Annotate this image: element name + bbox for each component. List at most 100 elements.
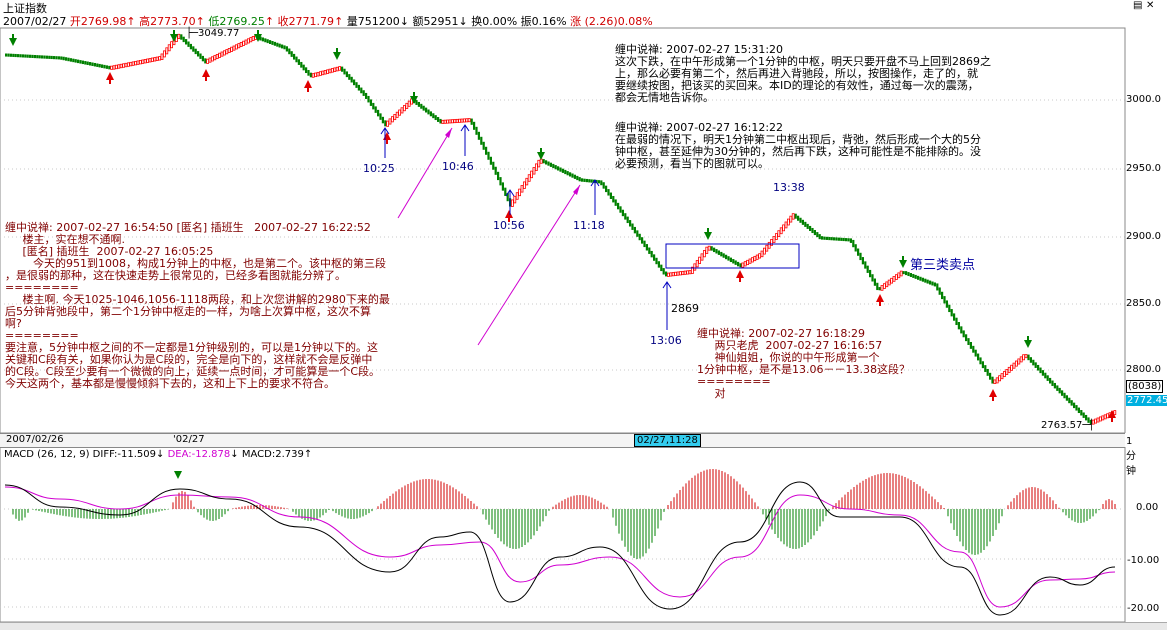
- price-bar: [141, 59, 145, 64]
- bottom-scrollbar[interactable]: [0, 622, 1167, 630]
- price-bar: [588, 179, 591, 183]
- open-value: 2769.98: [80, 15, 127, 28]
- price-bar: [1075, 405, 1078, 411]
- price-bar: [695, 260, 699, 268]
- price-bar: [1106, 413, 1109, 419]
- price-bar: [281, 44, 284, 49]
- price-bar: [197, 51, 200, 57]
- date-axis-bar[interactable]: 2007/02/26 '02/27 02/27,11:28: [0, 433, 1125, 448]
- time-marker-head: [380, 127, 390, 135]
- price-bar: [737, 261, 740, 267]
- price-bar: [489, 156, 492, 165]
- price-bar: [902, 271, 905, 275]
- open-label: 开: [69, 15, 81, 28]
- price-bar: [823, 236, 826, 240]
- low-label: 低: [208, 15, 220, 28]
- price-bar: [929, 280, 932, 285]
- price-bar: [746, 259, 749, 266]
- price-bar: [1049, 377, 1052, 384]
- price-bar: [273, 41, 276, 46]
- toolbar-controls[interactable]: ▤ ✕: [1133, 0, 1154, 11]
- price-bar: [732, 259, 735, 264]
- period-label[interactable]: 1分钟: [1126, 436, 1136, 477]
- price-bar: [441, 119, 445, 124]
- buy-arrow-icon: [383, 132, 391, 140]
- macd-legend: MACD (26, 12, 9) DIFF:-11.509↓ DEA:-12.8…: [4, 449, 312, 460]
- price-bar: [612, 195, 615, 203]
- price-bar: [79, 60, 82, 64]
- time-label: 10:56: [493, 219, 525, 232]
- price-bar: [917, 275, 920, 280]
- price-bar: [242, 40, 246, 46]
- price-bar: [9, 53, 12, 57]
- price-bar: [84, 61, 87, 65]
- price-bar: [1094, 418, 1097, 424]
- close-icon[interactable]: ✕: [1145, 0, 1155, 11]
- change-value: (2.26): [584, 15, 618, 28]
- price-bar: [899, 270, 903, 277]
- buy-arrow-icon: [736, 270, 744, 278]
- diff-line: [4, 481, 1116, 616]
- price-bar: [609, 192, 612, 199]
- diff-label: DIFF:: [92, 449, 118, 460]
- price-bar: [36, 55, 39, 59]
- price-bar: [561, 168, 564, 173]
- price-bar: [887, 279, 891, 286]
- time-marker-head: [590, 179, 600, 187]
- price-bar: [545, 160, 548, 165]
- price-bar: [29, 54, 32, 58]
- price-bar: [926, 279, 929, 284]
- price-bar: [520, 185, 524, 193]
- price-bar: [657, 261, 660, 268]
- price-bar: [415, 100, 418, 105]
- price-bar: [460, 118, 464, 123]
- price-bar: [791, 213, 795, 220]
- price-bar: [206, 58, 210, 64]
- price-bar: [743, 261, 747, 267]
- down-arrow-icon: ↓: [399, 15, 409, 28]
- time-marker-head: [662, 281, 672, 289]
- price-bar: [617, 202, 620, 210]
- price-bar: [475, 126, 478, 135]
- price-bar: [1027, 354, 1030, 361]
- time-marker-head: [505, 189, 515, 197]
- price-bar: [388, 118, 392, 125]
- price-bar: [473, 121, 476, 130]
- price-bar: [218, 52, 222, 58]
- price-bar: [892, 276, 896, 282]
- price-bar: [372, 102, 375, 110]
- price-bar: [941, 291, 944, 300]
- price-bar: [1091, 419, 1095, 425]
- price-bar: [583, 178, 586, 182]
- price-bar: [283, 45, 286, 50]
- down-arrow-icon: ↓: [458, 15, 468, 28]
- price-bar: [720, 251, 723, 257]
- price-bar: [921, 277, 924, 282]
- price-bar: [17, 54, 20, 58]
- price-bar: [131, 61, 135, 66]
- price-bar: [852, 239, 855, 248]
- price-bar: [1065, 395, 1068, 401]
- price-bar: [799, 217, 802, 223]
- price-bar: [477, 131, 480, 140]
- price-bar: [204, 58, 207, 64]
- price-bar: [897, 272, 901, 279]
- price-bar: [907, 272, 910, 277]
- price-bar: [1101, 415, 1105, 421]
- price-bar: [307, 70, 310, 76]
- macd-marker-arrow: [174, 471, 182, 479]
- price-bar: [779, 227, 783, 235]
- price-bar: [19, 54, 22, 58]
- diff-value: -11.509: [117, 449, 157, 460]
- price-bar: [201, 55, 204, 62]
- screen-icon[interactable]: ▤: [1133, 0, 1143, 11]
- price-bar: [837, 237, 840, 241]
- price-chart[interactable]: [0, 0, 1167, 433]
- price-bar: [41, 55, 44, 59]
- price-bar: [318, 71, 322, 76]
- macd-chart[interactable]: [0, 447, 1167, 622]
- macd-name: MACD (26, 12, 9): [4, 449, 90, 460]
- price-bar: [311, 73, 315, 78]
- price-bar: [158, 56, 162, 61]
- price-bar: [821, 236, 824, 240]
